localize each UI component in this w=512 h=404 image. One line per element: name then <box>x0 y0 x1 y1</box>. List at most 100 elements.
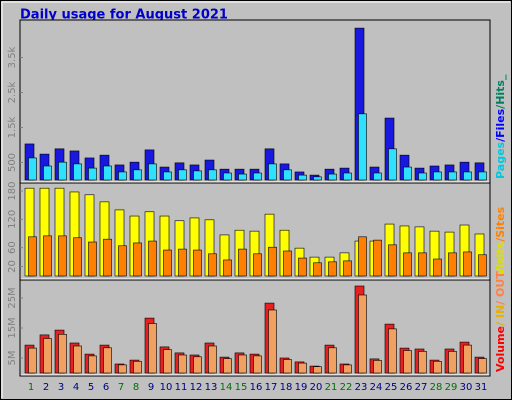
bar <box>193 170 202 181</box>
legend-entry: Pages <box>494 141 507 179</box>
bar <box>448 252 457 277</box>
bar <box>463 251 472 277</box>
x-tick-label: 3 <box>58 382 64 393</box>
bar <box>133 169 142 181</box>
y-tick-label: 500 <box>7 153 18 172</box>
bar <box>238 354 247 374</box>
bar <box>373 172 382 181</box>
bar <box>268 309 277 374</box>
x-tick-label: 25 <box>385 382 398 393</box>
y-tick-label: 120 <box>7 210 18 229</box>
bar <box>118 171 127 181</box>
x-tick-label: 26 <box>400 382 413 393</box>
bar <box>208 345 217 374</box>
bar <box>358 294 367 374</box>
x-tick-label: 17 <box>265 382 278 393</box>
y-tick-label: 25M <box>7 287 18 308</box>
bar <box>28 347 37 374</box>
bar <box>133 360 142 374</box>
legend-entry: /Files <box>494 108 507 142</box>
bar <box>283 250 292 277</box>
bar <box>403 350 412 374</box>
bar <box>148 323 157 374</box>
bar <box>433 258 442 277</box>
x-tick-label: 28 <box>430 382 443 393</box>
bar <box>268 163 277 181</box>
bar <box>28 236 37 277</box>
bar <box>448 351 457 374</box>
bar <box>313 176 322 181</box>
bar <box>88 167 97 181</box>
x-tick-label: 7 <box>118 382 124 393</box>
bar <box>343 172 352 181</box>
bar <box>463 171 472 181</box>
bar <box>43 235 52 277</box>
bar <box>358 113 367 181</box>
bar <box>418 351 427 374</box>
bar <box>238 248 247 277</box>
bar <box>418 172 427 181</box>
x-tick-label: 1 <box>28 382 34 393</box>
x-tick-label: 5 <box>88 382 94 393</box>
bar <box>478 358 487 374</box>
bar <box>58 333 67 374</box>
x-tick-label: 30 <box>460 382 473 393</box>
bar <box>343 260 352 277</box>
bar <box>463 344 472 374</box>
legend: Volume/ IN/ OUT <box>494 271 507 372</box>
bar <box>433 171 442 181</box>
panel <box>19 19 491 184</box>
x-tick-label: 2 <box>43 382 49 393</box>
x-tick-label: 20 <box>310 382 323 393</box>
bar <box>208 253 217 277</box>
bar <box>73 345 82 374</box>
bar <box>88 241 97 277</box>
bar <box>403 166 412 181</box>
bar <box>43 165 52 181</box>
bar <box>283 169 292 181</box>
legend-entry: /Hits_ <box>494 74 507 109</box>
bar <box>223 259 232 277</box>
bar <box>43 338 52 374</box>
x-tick-label: 19 <box>295 382 308 393</box>
y-tick-label: 1.5k <box>7 116 18 138</box>
x-tick-label: 15 <box>235 382 248 393</box>
bar <box>223 172 232 181</box>
bar <box>253 355 262 374</box>
y-tick-label: 180 <box>7 181 18 200</box>
bar <box>448 171 457 181</box>
x-tick-label: 14 <box>220 382 233 393</box>
bar <box>328 347 337 374</box>
bar <box>163 349 172 374</box>
x-tick-label: 4 <box>73 382 79 393</box>
bar <box>148 240 157 277</box>
bar <box>328 173 337 181</box>
x-tick-label: 31 <box>475 382 488 393</box>
bar <box>238 173 247 181</box>
y-tick-label: 15M <box>7 317 18 338</box>
bar <box>268 246 277 277</box>
legend: Visits/Sites <box>494 206 507 276</box>
bar <box>388 244 397 277</box>
x-tick-label: 22 <box>340 382 353 393</box>
bar <box>178 354 187 374</box>
bar <box>73 163 82 181</box>
bar <box>148 163 157 181</box>
bar <box>133 242 142 277</box>
bar <box>208 169 217 181</box>
x-tick-label: 12 <box>190 382 203 393</box>
legend-entry: Volume <box>494 326 507 372</box>
bar <box>58 235 67 277</box>
bar <box>433 360 442 374</box>
bar <box>223 358 232 374</box>
x-tick-label: 23 <box>355 382 368 393</box>
bar <box>328 261 337 277</box>
x-tick-label: 18 <box>280 382 293 393</box>
y-tick-label: 20 <box>7 260 18 273</box>
bar <box>103 347 112 374</box>
bar <box>58 161 67 181</box>
bar <box>343 364 352 374</box>
bar <box>298 362 307 374</box>
